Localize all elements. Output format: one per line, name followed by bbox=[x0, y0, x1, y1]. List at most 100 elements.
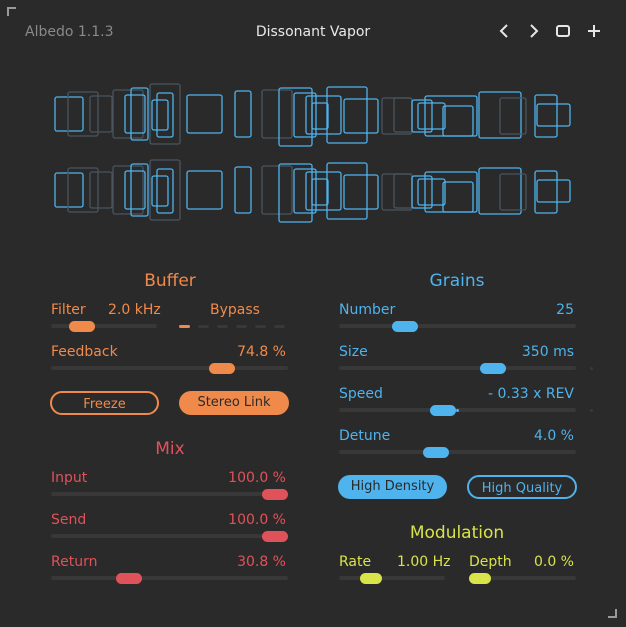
grain-rect bbox=[311, 178, 329, 206]
grain-rect bbox=[326, 162, 368, 220]
number-label: Number bbox=[339, 302, 396, 318]
window-button[interactable] bbox=[553, 20, 573, 42]
rate-label: Rate bbox=[339, 554, 372, 570]
grain-rect bbox=[89, 95, 113, 133]
bypass-step-1[interactable] bbox=[179, 325, 190, 328]
detune-value: 4.0 % bbox=[533, 428, 574, 444]
freeze-button[interactable]: Freeze bbox=[50, 391, 159, 415]
high-quality-button[interactable]: High Quality bbox=[467, 475, 577, 499]
send-value: 100.0 % bbox=[228, 512, 286, 528]
grain-rect bbox=[293, 168, 317, 214]
chevron-left-icon bbox=[499, 24, 508, 38]
send-slider-thumb[interactable] bbox=[262, 531, 288, 542]
bypass-step-3[interactable] bbox=[217, 325, 228, 328]
size-slider-thumb[interactable] bbox=[480, 363, 507, 374]
input-slider-thumb[interactable] bbox=[262, 489, 288, 500]
grain-rect bbox=[424, 171, 478, 213]
high-density-button[interactable]: High Density bbox=[338, 475, 447, 499]
send-label: Send bbox=[51, 512, 87, 528]
filter-slider-thumb[interactable] bbox=[68, 321, 95, 332]
return-slider-thumb[interactable] bbox=[115, 573, 142, 584]
grain-rect bbox=[89, 171, 113, 209]
size-label: Size bbox=[339, 344, 368, 360]
rate-slider-track[interactable] bbox=[339, 576, 445, 580]
bypass-step-5[interactable] bbox=[255, 325, 266, 328]
grain-rect bbox=[156, 168, 174, 214]
grain-rect bbox=[478, 167, 522, 215]
resize-corner-bottom-right[interactable] bbox=[608, 609, 617, 618]
modulation-title: Modulation bbox=[409, 523, 505, 543]
depth-slider-thumb[interactable] bbox=[469, 573, 491, 584]
grain-rect bbox=[54, 96, 84, 132]
stereo-link-button[interactable]: Stereo Link bbox=[179, 391, 289, 415]
feedback-slider-track[interactable] bbox=[51, 366, 288, 370]
version-label: Albedo 1.1.3 bbox=[25, 24, 114, 40]
depth-slider-track[interactable] bbox=[469, 576, 576, 580]
grain-rect bbox=[499, 173, 527, 211]
return-value: 30.8 % bbox=[237, 554, 286, 570]
grain-rect bbox=[67, 91, 99, 137]
grain-visualizer bbox=[54, 83, 571, 223]
add-preset-button[interactable] bbox=[584, 20, 604, 42]
grain-rect bbox=[151, 99, 169, 131]
prev-preset-button[interactable] bbox=[494, 20, 514, 42]
number-slider-track[interactable] bbox=[339, 324, 576, 328]
filter-slider-track[interactable] bbox=[51, 324, 157, 328]
grain-rect bbox=[499, 97, 527, 135]
grain-rect bbox=[411, 99, 433, 133]
next-preset-button[interactable] bbox=[524, 20, 544, 42]
bypass-step-4[interactable] bbox=[236, 325, 247, 328]
grain-rect bbox=[54, 172, 84, 208]
grain-rect bbox=[424, 95, 478, 137]
grain-rect bbox=[343, 174, 379, 210]
detune-slider-thumb[interactable] bbox=[423, 447, 450, 458]
input-label: Input bbox=[51, 470, 88, 486]
size-modulation-indicator bbox=[590, 367, 593, 370]
grain-rect bbox=[534, 170, 558, 214]
input-slider-track[interactable] bbox=[51, 492, 288, 496]
speed-value: - 0.33 x REV bbox=[487, 386, 574, 402]
grain-rect bbox=[311, 102, 329, 130]
number-slider-thumb[interactable] bbox=[391, 321, 418, 332]
buffer-title: Buffer bbox=[144, 271, 196, 291]
grain-rect bbox=[112, 89, 144, 139]
grain-rect bbox=[149, 159, 181, 221]
return-label: Return bbox=[51, 554, 98, 570]
depth-label: Depth bbox=[469, 554, 512, 570]
grain-rect bbox=[326, 86, 368, 144]
square-icon bbox=[556, 25, 570, 37]
bypass-step-2[interactable] bbox=[198, 325, 209, 328]
grain-rect bbox=[536, 179, 571, 203]
feedback-label: Feedback bbox=[51, 344, 118, 360]
preset-name[interactable]: Dissonant Vapor bbox=[255, 24, 371, 40]
feedback-value: 74.8 % bbox=[237, 344, 286, 360]
grain-rect bbox=[130, 87, 149, 141]
grain-rect bbox=[417, 102, 446, 130]
grain-rect bbox=[261, 89, 293, 139]
grain-rect bbox=[151, 175, 169, 207]
grain-rect bbox=[343, 98, 379, 134]
number-value: 25 bbox=[556, 302, 574, 318]
grain-rect bbox=[124, 170, 146, 210]
send-slider-track[interactable] bbox=[51, 534, 288, 538]
mix-title: Mix bbox=[155, 439, 185, 459]
filter-label: Filter bbox=[51, 302, 86, 318]
speed-slider-thumb[interactable] bbox=[429, 405, 456, 416]
size-slider-track[interactable] bbox=[339, 366, 576, 370]
speed-label: Speed bbox=[339, 386, 383, 402]
detune-slider-track[interactable] bbox=[339, 450, 576, 454]
grain-rect bbox=[149, 83, 181, 145]
feedback-slider-thumb[interactable] bbox=[208, 363, 235, 374]
bypass-step-6[interactable] bbox=[274, 325, 285, 328]
detune-label: Detune bbox=[339, 428, 391, 444]
grain-rect bbox=[186, 94, 223, 134]
filter-value: 2.0 kHz bbox=[108, 302, 161, 318]
rate-slider-thumb[interactable] bbox=[360, 573, 382, 584]
grain-rect bbox=[381, 173, 413, 211]
rate-value: 1.00 Hz bbox=[397, 554, 451, 570]
return-slider-track[interactable] bbox=[51, 576, 288, 580]
bypass-label: Bypass bbox=[210, 302, 260, 318]
resize-corner-top-left[interactable] bbox=[7, 7, 16, 16]
grains-title: Grains bbox=[429, 271, 485, 291]
